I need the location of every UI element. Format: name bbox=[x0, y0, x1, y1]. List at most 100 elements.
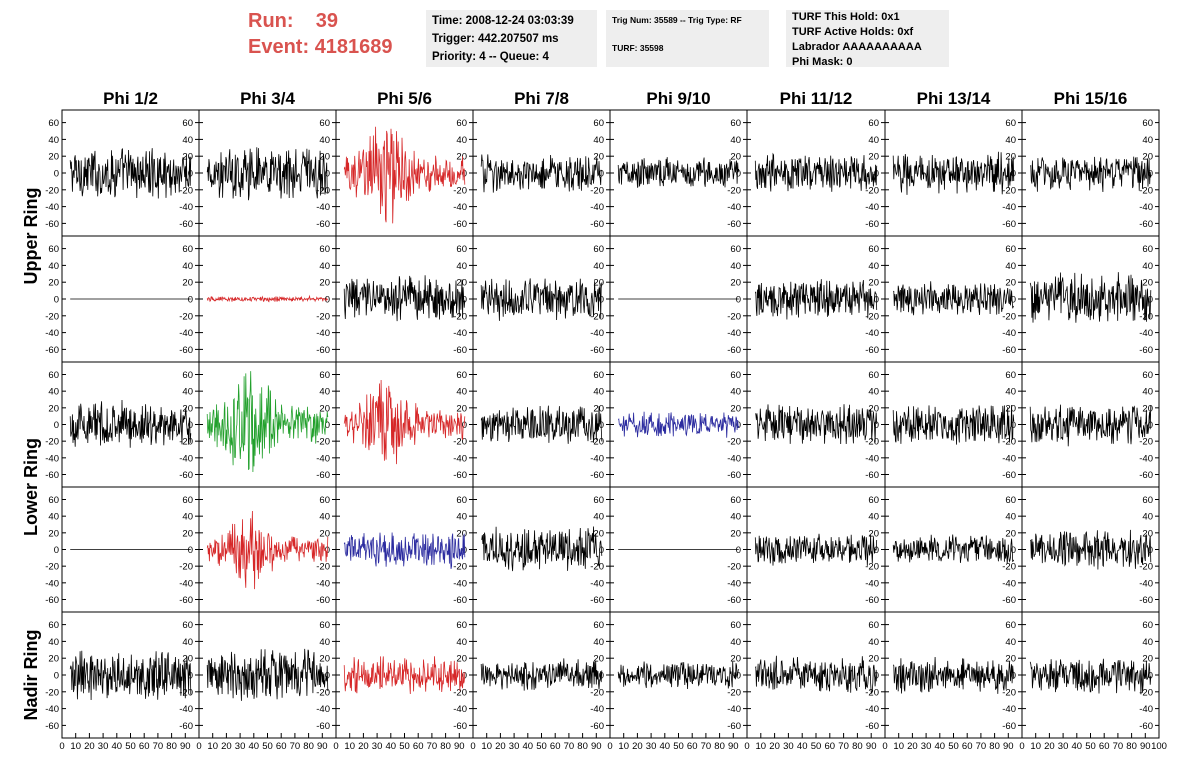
ytick-label-r0-c0: -40 bbox=[179, 202, 193, 213]
xtick-label-c6: 80 bbox=[989, 741, 1000, 752]
run-label: Run: bbox=[248, 10, 294, 32]
ytick-label-r1-c7: -40 bbox=[1139, 328, 1153, 339]
ytick-label-r0-c4: -20 bbox=[727, 185, 741, 196]
panel-frame-r0-c1 bbox=[198, 109, 337, 237]
ring-label-3: Nadir Ring bbox=[21, 629, 41, 720]
ytick-label-r3-c3: -60 bbox=[590, 595, 604, 606]
ytick-label-r3-c5: -60 bbox=[865, 595, 879, 606]
waveform-r3-c6 bbox=[892, 534, 1015, 564]
xtick-label-c0: 30 bbox=[98, 741, 109, 752]
phi-header-8: Phi 15/16 bbox=[1054, 89, 1128, 108]
ytick-label-r4-c0: -40 bbox=[179, 704, 193, 715]
ytick-label-r0-c6: -40 bbox=[1002, 202, 1016, 213]
ytick-label-r2-c2: 60 bbox=[456, 370, 467, 381]
ytick-label-r2-c2: -40 bbox=[453, 453, 467, 464]
waveform-r4-c3 bbox=[480, 658, 603, 691]
ytick-label-r4-c7: -20 bbox=[1139, 687, 1153, 698]
ytick-label-r2-c1: -60 bbox=[316, 470, 330, 481]
xtick-label-c2: 10 bbox=[344, 741, 355, 752]
xtick-label-c1: 40 bbox=[249, 741, 260, 752]
xtick-label-c2: 90 bbox=[454, 741, 465, 752]
xtick-label-c7: 0 bbox=[1019, 741, 1024, 752]
ytick-label-r2-c6: 40 bbox=[1005, 387, 1016, 398]
ytick-label-r0-c2: 60 bbox=[456, 118, 467, 129]
xtick-label-c4: 90 bbox=[728, 741, 739, 752]
ytick-label-r0-c6: -60 bbox=[1002, 219, 1016, 230]
ytick-label-r4-c0: -20 bbox=[179, 687, 193, 698]
ytick-label-r3-c1: 20 bbox=[319, 528, 330, 539]
xtick-label-c7: 50 bbox=[1085, 741, 1096, 752]
ytick-label-r0-c3: -60 bbox=[590, 219, 604, 230]
ytick-label-r2-c3: 40 bbox=[593, 387, 604, 398]
ytick-label-left-r1: 60 bbox=[48, 244, 59, 255]
ytick-label-r3-c0: -40 bbox=[179, 578, 193, 589]
xtick-label-c3: 80 bbox=[577, 741, 588, 752]
xtick-label-c2: 40 bbox=[386, 741, 397, 752]
ytick-label-r4-c4: 40 bbox=[730, 637, 741, 648]
panel-frame-r1-c7 bbox=[1021, 235, 1160, 363]
ytick-label-r2-c1: -40 bbox=[316, 453, 330, 464]
ytick-label-r3-c4: 20 bbox=[730, 528, 741, 539]
waveform-r4-c6 bbox=[892, 656, 1015, 694]
ytick-label-r3-c4: -20 bbox=[727, 562, 741, 573]
ytick-label-r3-c5: -40 bbox=[865, 578, 879, 589]
ytick-label-left-r4: 20 bbox=[48, 654, 59, 665]
ytick-label-r2-c2: -60 bbox=[453, 470, 467, 481]
ytick-label-r3-c0: 60 bbox=[182, 495, 193, 506]
ytick-label-r2-c5: -40 bbox=[865, 453, 879, 464]
waveform-r3-c5 bbox=[754, 533, 878, 566]
ytick-label-r4-c3: -40 bbox=[590, 704, 604, 715]
ytick-label-r3-c1: -40 bbox=[316, 578, 330, 589]
trig-info-box: Trig Num: 35589 -- Trig Type: RF TURF: 3… bbox=[606, 10, 769, 67]
ytick-label-r4-c4: 60 bbox=[730, 620, 741, 631]
waveform-r0-c0 bbox=[69, 148, 192, 199]
ytick-label-left-r2: 60 bbox=[48, 370, 59, 381]
xtick-label-c6: 60 bbox=[962, 741, 973, 752]
ytick-label-r1-c1: 20 bbox=[319, 278, 330, 289]
ytick-label-r1-c6: 60 bbox=[1005, 244, 1016, 255]
time-line: Time: 2008-12-24 03:03:39 bbox=[432, 15, 574, 27]
xtick-label-c0: 40 bbox=[112, 741, 123, 752]
ytick-label-r3-c3: 40 bbox=[593, 512, 604, 523]
ytick-label-r3-c6: 0 bbox=[1011, 545, 1016, 556]
ytick-label-r4-c6: -20 bbox=[1002, 687, 1016, 698]
ytick-label-r3-c0: 40 bbox=[182, 512, 193, 523]
priority-line: Priority: 4 -- Queue: 4 bbox=[432, 51, 549, 63]
waveform-r2-c3 bbox=[480, 405, 603, 444]
run-row: Run: 39 bbox=[248, 8, 393, 34]
trigger-line: Trigger: 442.207507 ms bbox=[432, 33, 559, 45]
ytick-label-r0-c7: 40 bbox=[1142, 135, 1153, 146]
ytick-label-r1-c2: -60 bbox=[453, 345, 467, 356]
ytick-label-r3-c7: 60 bbox=[1142, 495, 1153, 506]
waveform-r1-c1 bbox=[206, 294, 328, 303]
event-row: Event: 4181689 bbox=[248, 34, 393, 60]
ytick-label-r3-c5: -20 bbox=[865, 562, 879, 573]
ytick-label-r1-c3: -40 bbox=[590, 328, 604, 339]
ytick-label-r1-c3: -60 bbox=[590, 345, 604, 356]
xtick-label-c5: 20 bbox=[769, 741, 780, 752]
ytick-label-r0-c1: -20 bbox=[316, 185, 330, 196]
ytick-label-r2-c5: 0 bbox=[874, 420, 879, 431]
ytick-label-r4-c6: 60 bbox=[1005, 620, 1016, 631]
waveform-r4-c7 bbox=[1029, 658, 1152, 695]
ytick-label-r3-c1: -60 bbox=[316, 595, 330, 606]
ytick-label-r2-c7: -60 bbox=[1139, 470, 1153, 481]
xtick-label-c5: 90 bbox=[866, 741, 877, 752]
ytick-label-r4-c4: -40 bbox=[727, 704, 741, 715]
ytick-label-r3-c5: 20 bbox=[868, 528, 879, 539]
xtick-label-c1: 70 bbox=[290, 741, 301, 752]
ytick-label-left-r0: 20 bbox=[48, 152, 59, 163]
ytick-label-r4-c6: -40 bbox=[1002, 704, 1016, 715]
ytick-label-r2-c7: 60 bbox=[1142, 370, 1153, 381]
ytick-label-r1-c4: -40 bbox=[727, 328, 741, 339]
ytick-label-r4-c0: -60 bbox=[179, 721, 193, 732]
ytick-label-r0-c5: -40 bbox=[865, 202, 879, 213]
ytick-label-r0-c1: -60 bbox=[316, 219, 330, 230]
ytick-label-r0-c4: 60 bbox=[730, 118, 741, 129]
ytick-label-r1-c5: 40 bbox=[868, 261, 879, 272]
xtick-label-c7: 30 bbox=[1058, 741, 1069, 752]
ytick-label-left-r3: -60 bbox=[45, 595, 59, 606]
ytick-label-r4-c1: -60 bbox=[316, 721, 330, 732]
ytick-label-r0-c7: 20 bbox=[1142, 152, 1153, 163]
ytick-label-r2-c7: -20 bbox=[1139, 437, 1153, 448]
